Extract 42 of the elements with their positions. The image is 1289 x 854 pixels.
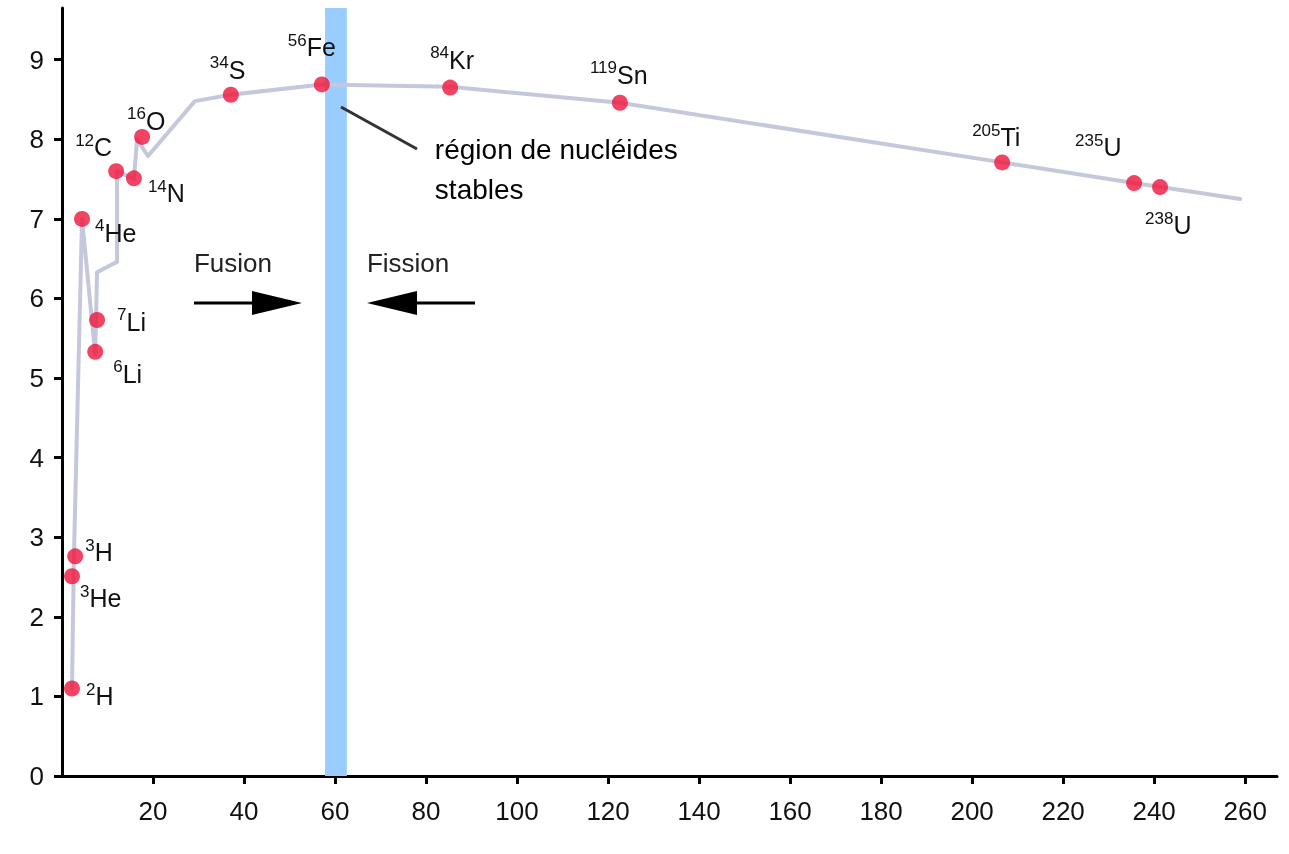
- point: [222, 86, 239, 103]
- point: [994, 154, 1011, 171]
- x-tick-label: 40: [229, 796, 259, 826]
- y-tick-label: 1: [29, 681, 44, 712]
- x-tick-label: 120: [586, 796, 630, 826]
- y-tick-label: 5: [29, 363, 44, 394]
- y-tick-label: 8: [29, 124, 44, 155]
- x-tick-label: 200: [950, 796, 994, 826]
- x-tick-label: 140: [677, 796, 721, 826]
- y-tick-label: 4: [29, 442, 44, 473]
- band-label: région de nucléides stables: [434, 133, 686, 205]
- annotation: Fission: [366, 247, 450, 278]
- point: [1126, 175, 1143, 192]
- x-tick-label: 180: [859, 796, 903, 826]
- point: [1152, 179, 1169, 196]
- x-tick-label: 80: [411, 796, 441, 826]
- point: [125, 170, 142, 187]
- x-tick-label: 160: [768, 796, 812, 826]
- x-tick-label: 20: [138, 796, 168, 826]
- y-tick-label: 7: [29, 203, 44, 234]
- y-tick-label: 0: [29, 761, 44, 791]
- point: [442, 79, 459, 96]
- y-tick-label: 2: [29, 601, 44, 632]
- x-tick-label: 60: [320, 796, 350, 826]
- y-tick-label: 6: [29, 283, 44, 314]
- x-tick-label: 220: [1041, 796, 1085, 826]
- point: [87, 343, 104, 360]
- point: [74, 210, 91, 227]
- x-tick-label: 240: [1132, 796, 1176, 826]
- annotation: Fusion: [193, 247, 273, 278]
- point: [313, 76, 330, 93]
- point: [108, 163, 125, 180]
- point: [134, 128, 151, 145]
- x-tick-label: 260: [1223, 796, 1267, 826]
- point: [64, 568, 81, 585]
- point: [64, 680, 81, 697]
- point: [89, 311, 106, 328]
- point: [611, 94, 628, 111]
- y-tick-label: 3: [29, 522, 44, 553]
- point: [67, 548, 84, 565]
- y-tick-label: 9: [29, 44, 44, 75]
- x-tick-label: 100: [495, 796, 539, 826]
